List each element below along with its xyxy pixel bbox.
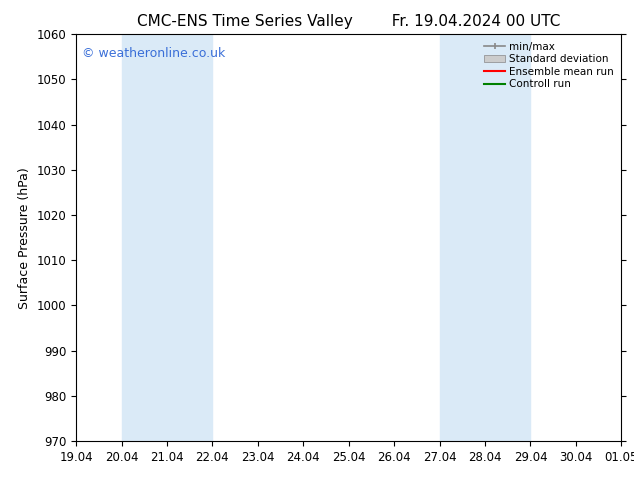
Legend: min/max, Standard deviation, Ensemble mean run, Controll run: min/max, Standard deviation, Ensemble me… xyxy=(482,40,616,92)
Title: CMC-ENS Time Series Valley        Fr. 19.04.2024 00 UTC: CMC-ENS Time Series Valley Fr. 19.04.202… xyxy=(137,14,560,29)
Text: © weatheronline.co.uk: © weatheronline.co.uk xyxy=(82,47,225,59)
Bar xyxy=(439,34,531,441)
Bar xyxy=(122,34,212,441)
Y-axis label: Surface Pressure (hPa): Surface Pressure (hPa) xyxy=(18,167,31,309)
